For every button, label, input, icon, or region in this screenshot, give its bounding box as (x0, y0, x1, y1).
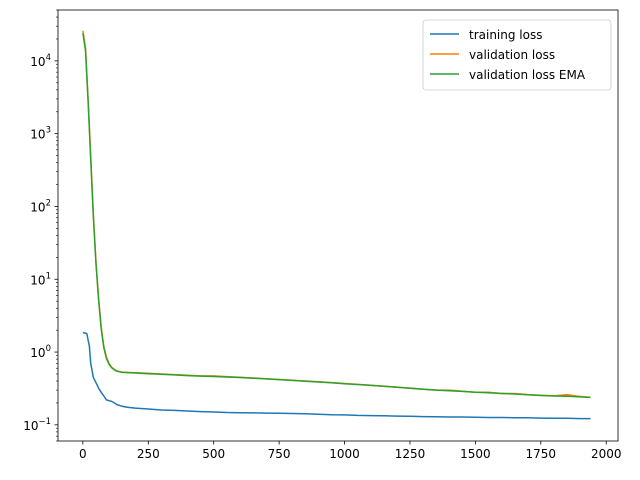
x-tick-label: 2000 (591, 447, 622, 461)
plot-series (82, 30, 591, 420)
x-tick-label: 1500 (460, 447, 491, 461)
axes-frame (57, 9, 619, 442)
x-tick-label: 1750 (526, 447, 557, 461)
y-tick-label: 104 (30, 53, 51, 69)
y-axis: 10−1 100 101 102 103 104 (23, 9, 58, 442)
legend-label-validation-loss-ema: validation loss EMA (469, 68, 586, 82)
legend: training loss validation loss validation… (422, 19, 612, 91)
legend-label-training-loss: training loss (469, 28, 542, 42)
series-line-training-loss (82, 331, 591, 420)
x-tick-label: 500 (202, 447, 225, 461)
legend-box (422, 19, 612, 91)
x-tick-label: 250 (137, 447, 160, 461)
legend-label-validation-loss: validation loss (469, 48, 555, 62)
y-tick-label: 10−1 (23, 417, 51, 433)
y-tick-label: 100 (30, 344, 51, 360)
x-axis: 0 250 500 750 1000 1250 1500 1750 2000 (79, 441, 621, 461)
y-tick-label: 103 (30, 126, 51, 142)
y-tick-label: 101 (30, 271, 51, 287)
x-tick-label: 1250 (395, 447, 426, 461)
x-tick-label: 0 (79, 447, 87, 461)
x-tick-label: 750 (268, 447, 291, 461)
y-tick-label: 102 (30, 198, 51, 214)
series-line-validation-loss-ema (82, 33, 591, 399)
x-tick-label: 1000 (329, 447, 360, 461)
